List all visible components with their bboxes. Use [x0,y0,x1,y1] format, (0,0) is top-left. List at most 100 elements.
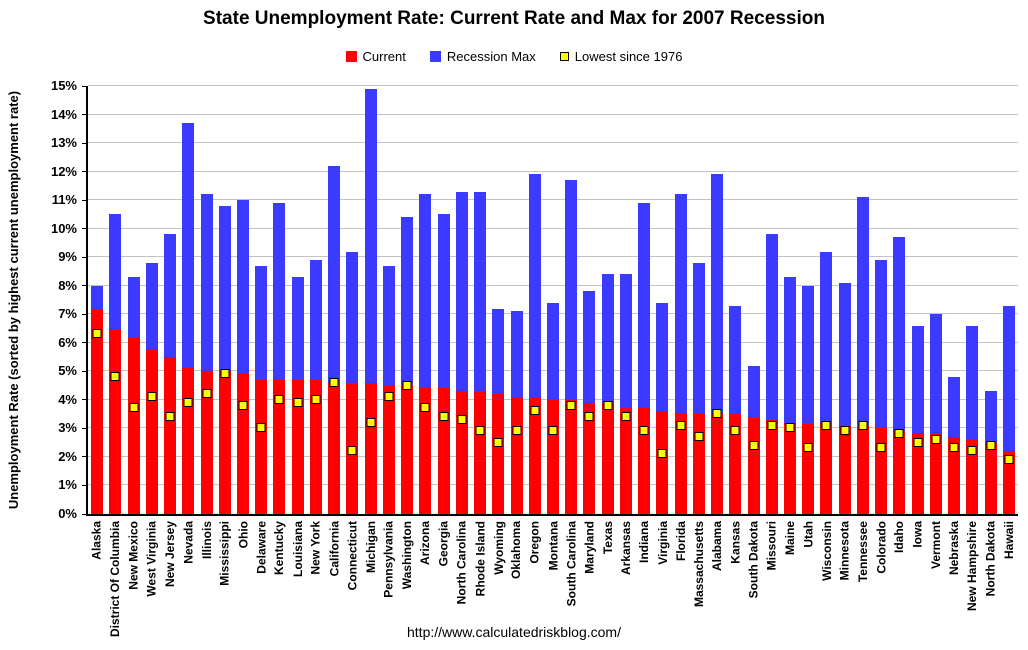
marker-lowest-since-1976 [147,392,157,402]
y-tick-label: 0% [58,506,77,521]
bar-group: Mississippi [216,86,234,586]
x-axis-label: Missouri [764,521,779,571]
bar-current [966,439,979,514]
bar-current [929,434,942,514]
bar-group: New Jersey [161,86,179,587]
bar-current [656,411,669,514]
bar-current [164,357,177,514]
x-axis-label: Tennessee [855,521,870,583]
marker-lowest-since-1976 [967,446,977,456]
y-tick-mark [82,199,88,201]
marker-lowest-since-1976 [931,434,941,444]
y-tick-label: 6% [58,334,77,350]
x-axis-label: Kentucky [272,521,287,576]
bar-current [711,414,724,514]
y-tick-label: 1% [58,477,77,493]
bar-current [91,308,104,514]
marker-lowest-since-1976 [493,437,503,447]
y-tick-mark [82,313,88,315]
marker-lowest-since-1976 [256,423,266,433]
bar-current [218,371,231,514]
marker-lowest-since-1976 [621,412,631,421]
bar-current [328,382,341,514]
bar-current [401,385,414,514]
y-tick-mark [82,370,88,372]
y-tick-mark [82,484,88,486]
y-tick-label: 2% [58,448,77,464]
y-tick-mark [82,456,88,458]
marker-lowest-since-1976 [694,431,704,441]
marker-lowest-since-1976 [566,400,576,410]
bar-current [893,431,906,514]
bar-group: Kentucky [270,86,288,575]
bar-current [784,422,797,514]
legend: Current Recession Max Lowest since 1976 [0,49,1028,64]
bar-group: Florida [672,86,690,561]
gridline [88,199,1018,201]
y-tick-label: 3% [58,420,77,436]
x-axis-label: Nevada [181,521,196,564]
bar-group: Rhode Island [471,86,489,596]
bar-current [638,408,651,514]
y-tick-mark [82,114,88,116]
bar-group: Virginia [653,86,671,565]
bar-group: Texas [599,86,617,554]
x-axis-label: West Virginia [144,521,159,597]
bar-group: New York [307,86,325,575]
gridline [88,85,1018,86]
bar-current [127,337,140,514]
gridline [88,142,1018,144]
bar-group: Idaho [890,86,908,553]
bar-group: Maine [781,86,799,555]
bar-group: West Virginia [143,86,161,597]
marker-lowest-since-1976 [676,420,686,430]
bar-group: Pennsylvania [380,86,398,598]
marker-lowest-since-1976 [712,409,722,419]
marker-lowest-since-1976 [366,417,376,427]
bar-group: Tennessee [854,86,872,582]
bars-container: Alaska District Of Columbia New Mexico West… [88,86,1018,637]
y-tick-label: 7% [58,306,77,322]
marker-lowest-since-1976 [512,426,521,436]
y-tick-mark [82,171,88,173]
bar-group: Minnesota [836,86,854,580]
marker-lowest-since-1976 [548,426,558,436]
x-axis-label: District Of Columbia [108,521,123,638]
bar-current [856,425,869,514]
bar-current [729,414,742,514]
marker-lowest-since-1976 [858,420,868,430]
marker-lowest-since-1976 [329,377,339,387]
marker-lowest-since-1976 [639,426,649,436]
bar-current [528,397,541,514]
footer-url: http://www.calculatedriskblog.com/ [407,624,621,640]
y-tick-label: 4% [58,391,77,407]
bar-group: Arizona [416,86,434,565]
bar-group: Nevada [179,86,197,564]
bar-group: Hawaii [1000,86,1018,559]
chart-title: State Unemployment Rate: Current Rate an… [203,8,825,29]
marker-lowest-since-1976 [785,423,795,433]
legend-label: Recession Max [446,49,536,64]
x-axis-label: Oregon [527,521,542,564]
bar-current [820,422,833,514]
x-axis-label: Virginia [655,521,670,565]
y-tick-mark [82,399,88,401]
bar-current [455,391,468,514]
legend-label: Current [362,49,406,64]
bar-group: Kansas [726,86,744,564]
legend-item-lowest-since-1976: Lowest since 1976 [559,49,682,64]
marker-lowest-since-1976 [202,389,212,399]
bar-current [619,408,632,514]
x-axis-label: North Carolina [454,521,469,605]
marker-lowest-since-1976 [986,440,996,450]
bar-current [875,428,888,514]
marker-lowest-since-1976 [92,329,102,339]
bar-group: North Carolina [453,86,471,604]
y-tick-label: 5% [58,363,77,379]
marker-lowest-since-1976 [457,414,467,424]
marker-lowest-since-1976 [311,394,321,404]
x-axis-label: Georgia [436,521,451,567]
y-tick-label: 11% [51,192,77,208]
marker-lowest-since-1976 [767,420,777,430]
x-axis-label: Indiana [637,521,652,564]
